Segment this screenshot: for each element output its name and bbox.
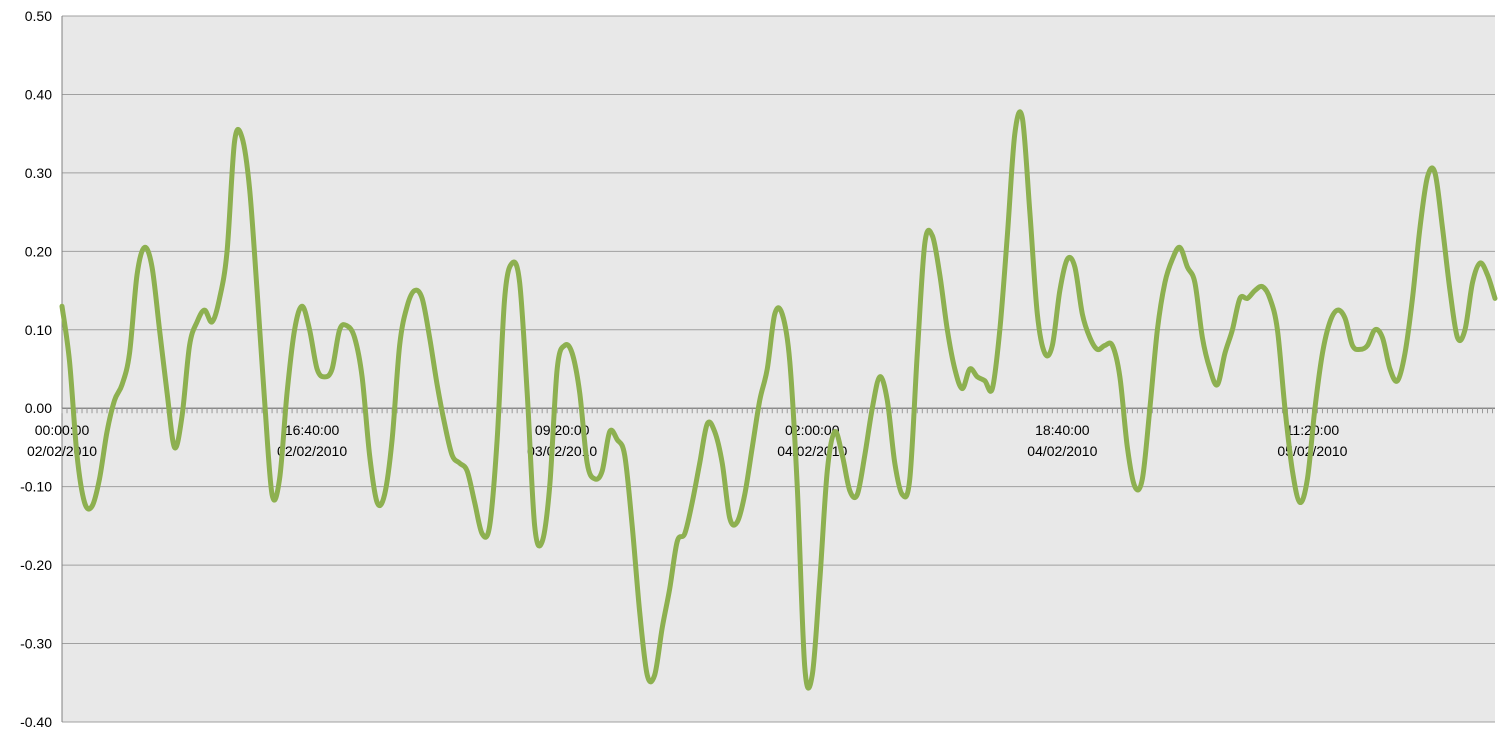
x-tick-label-time: 02:00:00	[785, 422, 840, 438]
y-tick-label: 0.40	[25, 86, 52, 102]
y-tick-label: -0.20	[20, 557, 52, 573]
x-tick-label-time: 18:40:00	[1035, 422, 1090, 438]
y-tick-label: -0.30	[20, 636, 52, 652]
y-tick-label: 0.00	[25, 400, 52, 416]
plot-area	[62, 16, 1495, 722]
y-tick-label: -0.40	[20, 714, 52, 730]
series-line	[59, 109, 1498, 691]
y-tick-label: 0.50	[25, 8, 52, 24]
x-tick-label-time: 16:40:00	[285, 422, 340, 438]
x-tick-label-time: 00:00:00	[35, 422, 90, 438]
y-tick-labels: 0.50 0.40 0.30 0.20 0.10 0.00 -0.10 -0.20 -0.30 -…	[20, 8, 52, 730]
x-tick-label-date: 04/02/2010	[777, 443, 847, 459]
y-tick-label: 0.10	[25, 322, 52, 338]
x-tick-label-date: 02/02/2010	[27, 443, 97, 459]
series	[59, 109, 1498, 691]
x-axis-ticks	[61, 408, 1493, 414]
y-tick-label: -0.10	[20, 479, 52, 495]
x-tick-label-date: 03/02/2010	[527, 443, 597, 459]
axes	[61, 16, 1495, 722]
y-tick-label: 0.20	[25, 243, 52, 259]
x-tick-label-date: 04/02/2010	[1027, 443, 1097, 459]
y-tick-label: 0.30	[25, 165, 52, 181]
x-tick-label-time: 09:20:00	[535, 422, 590, 438]
x-tick-label-date: 02/02/2010	[277, 443, 347, 459]
